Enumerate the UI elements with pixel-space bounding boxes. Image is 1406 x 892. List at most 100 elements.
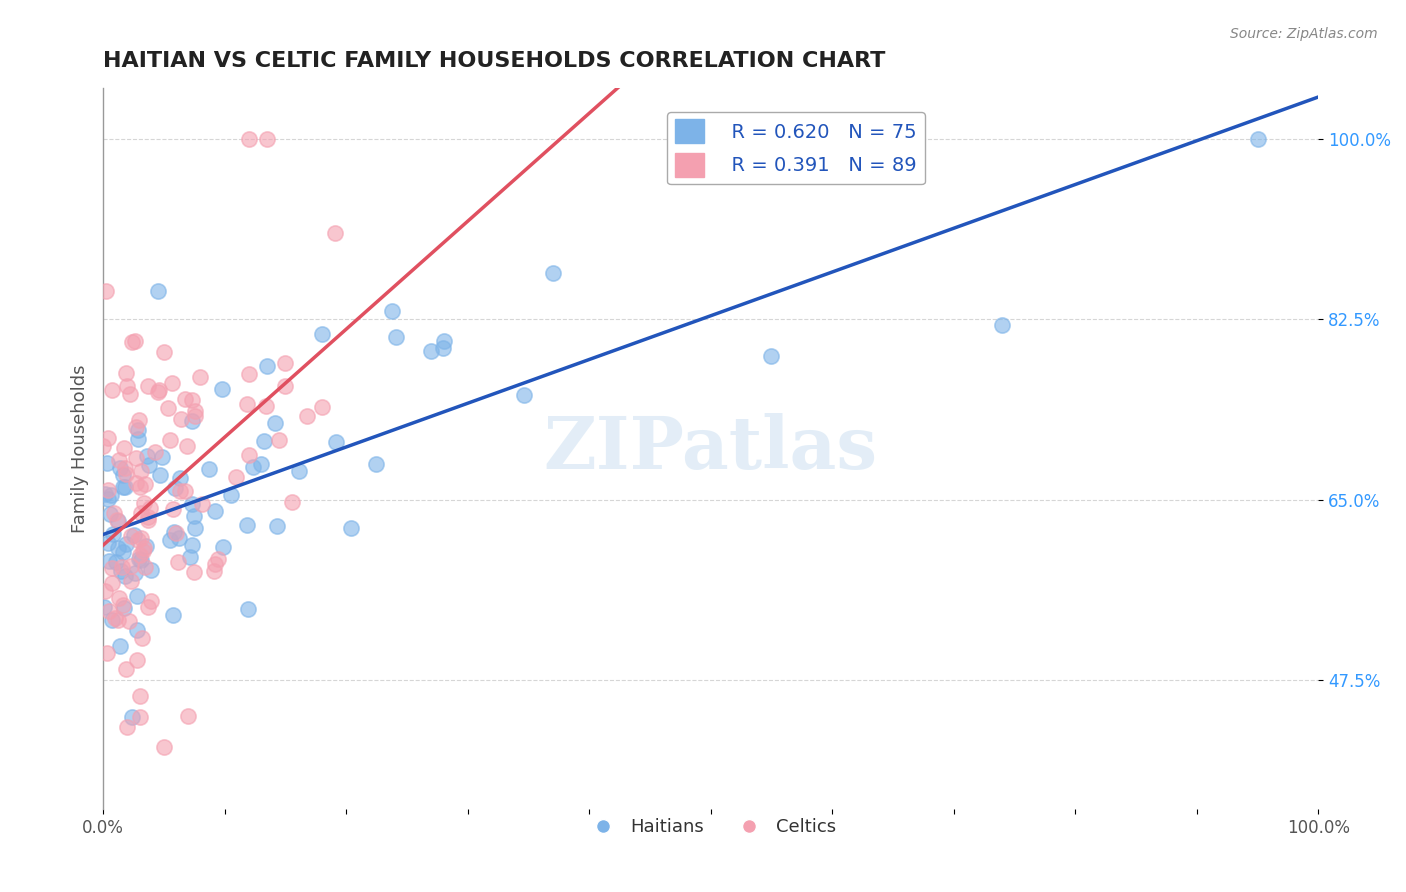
Point xyxy=(98,507,121,521)
Point xyxy=(153,345,176,359)
Point xyxy=(181,392,204,407)
Point xyxy=(128,551,150,566)
Point xyxy=(249,458,271,472)
Point xyxy=(256,132,278,146)
Point xyxy=(177,709,200,723)
Point xyxy=(169,484,191,499)
Point xyxy=(114,460,136,475)
Y-axis label: Family Households: Family Households xyxy=(72,364,89,533)
Point xyxy=(274,379,297,393)
Point xyxy=(295,409,318,423)
Point xyxy=(139,501,162,516)
Point xyxy=(107,541,129,555)
Point xyxy=(513,388,536,402)
Point xyxy=(153,740,176,755)
Point xyxy=(101,613,124,627)
Point xyxy=(128,479,150,493)
Point xyxy=(146,385,169,400)
Point xyxy=(183,508,205,523)
Point xyxy=(162,607,184,622)
Point xyxy=(254,399,277,413)
Point xyxy=(169,471,191,485)
Point xyxy=(269,433,291,447)
Point xyxy=(134,559,156,574)
Point xyxy=(96,646,118,660)
Point xyxy=(204,557,226,571)
Point xyxy=(136,510,159,524)
Point xyxy=(112,441,135,455)
Point xyxy=(183,409,205,423)
Point xyxy=(991,318,1014,332)
Point xyxy=(125,624,148,638)
Text: Source: ZipAtlas.com: Source: ZipAtlas.com xyxy=(1230,27,1378,41)
Point xyxy=(111,467,134,482)
Point xyxy=(162,502,184,516)
Point xyxy=(97,554,120,568)
Point xyxy=(136,513,159,527)
Point xyxy=(174,483,197,498)
Point xyxy=(115,378,138,392)
Point xyxy=(236,517,259,532)
Point xyxy=(181,414,204,428)
Point xyxy=(108,591,131,606)
Point xyxy=(97,483,120,497)
Point xyxy=(104,611,127,625)
Point xyxy=(124,334,146,348)
Point xyxy=(256,359,278,373)
Point xyxy=(165,526,187,541)
Point xyxy=(381,304,404,318)
Point xyxy=(323,226,346,240)
Point xyxy=(1246,132,1268,146)
Point xyxy=(202,564,225,578)
Point xyxy=(121,710,143,724)
Point xyxy=(146,284,169,298)
Point xyxy=(136,599,159,614)
Point xyxy=(183,565,205,579)
Point xyxy=(238,132,260,146)
Point xyxy=(122,527,145,541)
Point xyxy=(274,356,297,370)
Point xyxy=(108,453,131,467)
Point xyxy=(134,541,156,556)
Point xyxy=(104,556,127,570)
Point xyxy=(281,495,304,509)
Point xyxy=(127,432,149,446)
Point xyxy=(238,367,260,381)
Point xyxy=(131,553,153,567)
Point xyxy=(160,376,183,391)
Point xyxy=(129,507,152,521)
Point xyxy=(125,475,148,490)
Point xyxy=(225,470,247,484)
Point xyxy=(128,689,150,703)
Point xyxy=(287,464,309,478)
Point xyxy=(253,434,276,448)
Point xyxy=(197,462,219,476)
Point xyxy=(176,439,198,453)
Point xyxy=(236,397,259,411)
Point xyxy=(100,488,122,502)
Point xyxy=(148,383,170,397)
Point xyxy=(114,480,136,494)
Point xyxy=(97,491,120,506)
Point xyxy=(174,392,197,407)
Point xyxy=(143,444,166,458)
Point xyxy=(384,330,406,344)
Point xyxy=(94,487,117,501)
Point xyxy=(101,561,124,575)
Point xyxy=(97,535,120,549)
Point xyxy=(541,266,564,280)
Point xyxy=(124,566,146,581)
Point xyxy=(131,464,153,478)
Point xyxy=(117,720,139,734)
Point xyxy=(105,513,128,527)
Point xyxy=(170,412,193,426)
Point xyxy=(131,543,153,558)
Point xyxy=(108,639,131,653)
Point xyxy=(93,599,115,614)
Point xyxy=(191,497,214,511)
Point xyxy=(128,710,150,724)
Point xyxy=(263,417,285,431)
Point xyxy=(135,539,157,553)
Point xyxy=(107,514,129,528)
Point xyxy=(266,519,288,533)
